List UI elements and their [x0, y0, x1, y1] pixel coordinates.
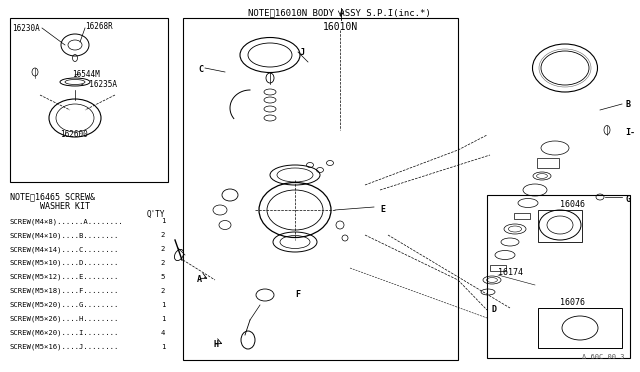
Text: 16268R: 16268R [85, 22, 113, 31]
Text: 1: 1 [161, 344, 165, 350]
Text: 2: 2 [161, 260, 165, 266]
Bar [514, 213, 530, 219]
Text: 16046: 16046 [560, 200, 585, 209]
Text: G: G [625, 195, 630, 204]
Text: Δ 60C 00 3: Δ 60C 00 3 [582, 354, 625, 360]
Text: J: J [300, 48, 305, 57]
Text: A: A [197, 275, 202, 284]
Text: 162600: 162600 [60, 130, 88, 139]
Text: 2: 2 [161, 288, 165, 294]
Text: SCREW(M5×20)....G........: SCREW(M5×20)....G........ [10, 302, 120, 308]
Text: 16230A: 16230A [12, 24, 40, 33]
Text: 1: 1 [161, 218, 165, 224]
Text: NOTEㅣ16010N BODY ASSY S.P.I(inc.*): NOTEㅣ16010N BODY ASSY S.P.I(inc.*) [248, 8, 431, 17]
Text: SCREW(M5×16)....J........: SCREW(M5×16)....J........ [10, 344, 120, 350]
Text: SCREW(M4×8)......A........: SCREW(M4×8)......A........ [10, 218, 124, 224]
Text: B: B [625, 100, 630, 109]
Text: 5: 5 [161, 274, 165, 280]
Text: 16010N: 16010N [323, 22, 358, 32]
Bar [537, 158, 559, 168]
Text: I-: I- [625, 128, 635, 137]
Text: Q'TY: Q'TY [147, 210, 165, 219]
Text: SCREW(M5×12)....E........: SCREW(M5×12)....E........ [10, 274, 120, 280]
Text: SCREW(M4×14)....C........: SCREW(M4×14)....C........ [10, 246, 120, 253]
Text: C: C [198, 65, 203, 74]
Text: 2: 2 [161, 232, 165, 238]
Text: D: D [491, 305, 496, 314]
Text: 1: 1 [161, 316, 165, 322]
Text: - 16235A: - 16235A [80, 80, 117, 89]
Text: NOTEㅣ16465 SCREW&: NOTEㅣ16465 SCREW& [10, 192, 95, 201]
Text: SCREW(M5×10)....D........: SCREW(M5×10)....D........ [10, 260, 120, 266]
Text: 16174: 16174 [498, 268, 523, 277]
Text: F: F [295, 290, 300, 299]
Bar [538, 210, 582, 242]
Text: WASHER KIT: WASHER KIT [10, 202, 90, 211]
Text: SCREW(M6×20)....I........: SCREW(M6×20)....I........ [10, 330, 120, 337]
Bar [10, 18, 168, 182]
Text: H: H [213, 340, 218, 349]
Bar [487, 195, 630, 358]
Text: 16544M: 16544M [72, 70, 100, 79]
Bar [490, 265, 506, 271]
Text: 16076: 16076 [560, 298, 585, 307]
Text: E: E [380, 205, 385, 214]
Text: SCREW(M5×18)....F........: SCREW(M5×18)....F........ [10, 288, 120, 295]
Text: 4: 4 [161, 330, 165, 336]
Text: SCREW(M5×26)....H........: SCREW(M5×26)....H........ [10, 316, 120, 323]
Text: 2: 2 [161, 246, 165, 252]
Bar [538, 308, 622, 348]
Text: 1: 1 [161, 302, 165, 308]
Text: SCREW(M4×10)....B........: SCREW(M4×10)....B........ [10, 232, 120, 238]
Bar [183, 18, 458, 360]
